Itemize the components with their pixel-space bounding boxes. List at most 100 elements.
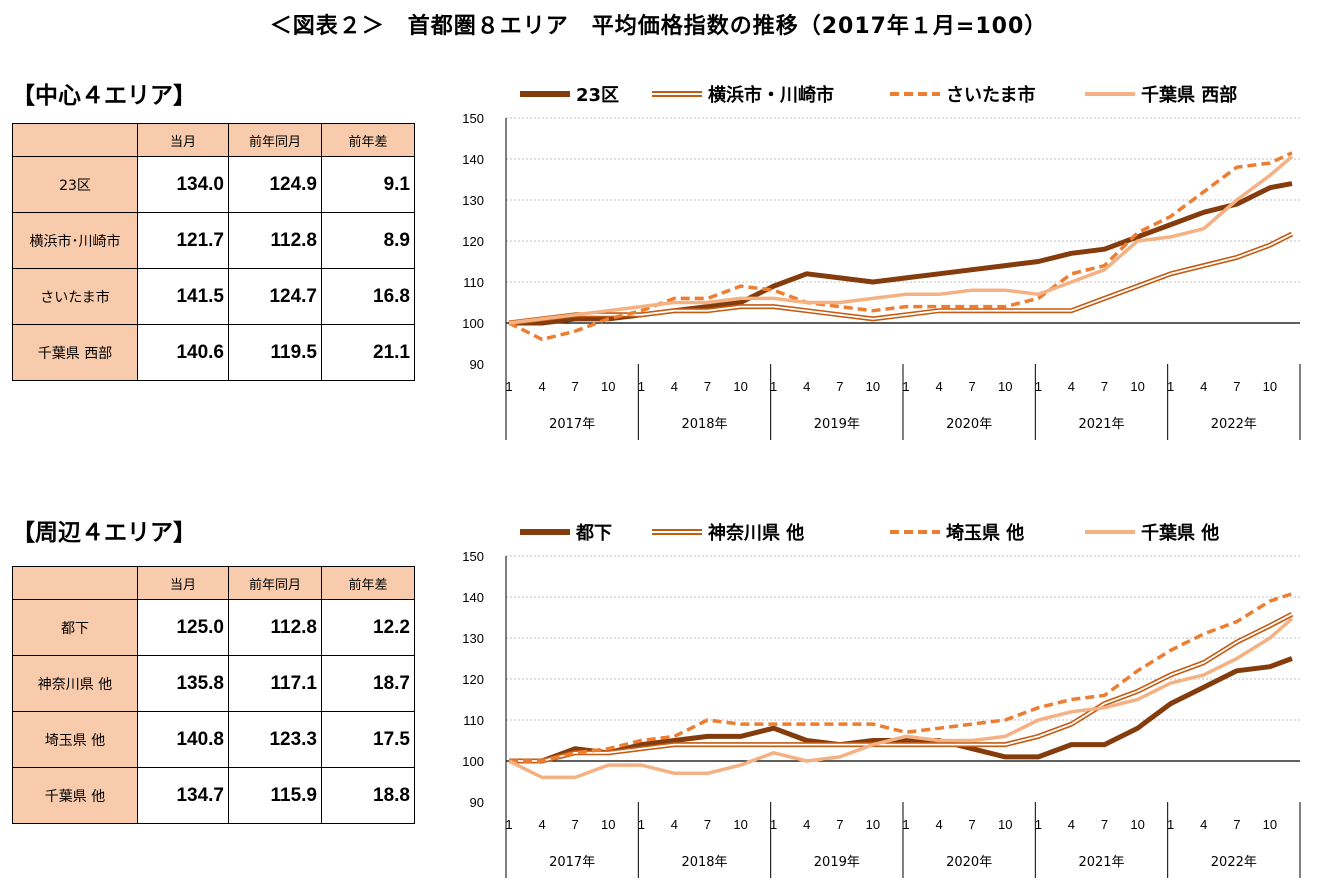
x-tick-label: 4 xyxy=(1068,379,1075,394)
cell-diff: 9.1 xyxy=(321,156,415,213)
y-tick-label: 130 xyxy=(462,631,484,646)
y-tick-label: 150 xyxy=(462,549,484,564)
table-row: 神奈川県 他 135.8 117.1 18.7 xyxy=(12,655,415,712)
table-row: 横浜市･川崎市 121.7 112.8 8.9 xyxy=(12,212,415,269)
table-header-prev-year: 前年同月 xyxy=(228,123,322,157)
chart-outer-areas: 90 100 110 120 130 140 150 1 4 7 10 2017年 1 4 7 10 2018年… xyxy=(440,512,1310,884)
legend-label: 千葉県 西部 xyxy=(1141,84,1237,106)
cell-current: 121.7 xyxy=(137,212,229,269)
cell-current: 134.7 xyxy=(137,767,229,824)
x-tick-label: 7 xyxy=(1233,817,1240,832)
stats-table-outer: 当月 前年同月 前年差 都下 125.0 112.8 12.2 神奈川県 他 1… xyxy=(12,566,415,824)
cell-current: 135.8 xyxy=(137,655,229,712)
x-tick-label: 10 xyxy=(733,379,747,394)
cell-current: 125.0 xyxy=(137,599,229,656)
x-tick-label: 7 xyxy=(1101,379,1108,394)
x-tick-label: 7 xyxy=(1233,379,1240,394)
x-tick-label: 7 xyxy=(704,379,711,394)
x-tick-label: 10 xyxy=(866,379,880,394)
y-tick-label: 90 xyxy=(470,357,484,372)
row-label: 神奈川県 他 xyxy=(12,655,138,712)
x-tick-label: 7 xyxy=(572,817,579,832)
row-label: 23区 xyxy=(12,156,138,213)
legend-label: さいたま市 xyxy=(946,84,1035,106)
y-tick-label: 140 xyxy=(462,590,484,605)
series-line-3 xyxy=(508,617,1294,780)
x-tick-label: 10 xyxy=(1130,379,1144,394)
row-label: さいたま市 xyxy=(12,268,138,325)
y-tick-label: 140 xyxy=(462,152,484,167)
legend-label: 神奈川県 他 xyxy=(708,522,804,544)
x-tick-label: 1 xyxy=(638,817,645,832)
cell-diff: 18.8 xyxy=(321,767,415,824)
x-tick-label: 7 xyxy=(836,817,843,832)
x-tick-label: 1 xyxy=(902,817,909,832)
series-line-0 xyxy=(509,181,1293,326)
x-tick-label: 10 xyxy=(601,379,615,394)
cell-diff: 16.8 xyxy=(321,268,415,325)
table-header-blank xyxy=(12,566,138,600)
y-tick-label: 150 xyxy=(462,111,484,126)
cell-prev-year: 117.1 xyxy=(228,655,322,712)
table-header-current: 当月 xyxy=(137,123,229,157)
x-tick-label: 1 xyxy=(1167,817,1174,832)
cell-current: 140.8 xyxy=(137,711,229,768)
cell-diff: 12.2 xyxy=(321,599,415,656)
x-tick-label: 1 xyxy=(1035,817,1042,832)
x-tick-label: 1 xyxy=(770,817,777,832)
y-tick-label: 120 xyxy=(462,234,484,249)
x-tick-label: 1 xyxy=(1167,379,1174,394)
y-tick-label: 90 xyxy=(470,795,484,810)
cell-current: 134.0 xyxy=(137,156,229,213)
table-header-diff: 前年差 xyxy=(321,123,415,157)
row-label: 千葉県 他 xyxy=(12,767,138,824)
x-tick-label: 10 xyxy=(1263,379,1277,394)
table-row: 埼玉県 他 140.8 123.3 17.5 xyxy=(12,711,415,768)
table-row: 千葉県 他 134.7 115.9 18.8 xyxy=(12,767,415,824)
x-tick-label: 10 xyxy=(733,817,747,832)
cell-prev-year: 124.7 xyxy=(228,268,322,325)
year-label: 2022年 xyxy=(1211,855,1257,870)
x-tick-label: 1 xyxy=(505,379,512,394)
cell-prev-year: 112.8 xyxy=(228,599,322,656)
cell-diff: 8.9 xyxy=(321,212,415,269)
cell-prev-year: 112.8 xyxy=(228,212,322,269)
x-tick-label: 7 xyxy=(969,817,976,832)
row-label: 横浜市･川崎市 xyxy=(12,212,138,269)
x-tick-label: 4 xyxy=(538,817,545,832)
table-row: 千葉県 西部 140.6 119.5 21.1 xyxy=(12,324,415,381)
stats-table-central: 当月 前年同月 前年差 23区 134.0 124.9 9.1 横浜市･川崎市 … xyxy=(12,123,415,381)
year-label: 2018年 xyxy=(681,417,727,432)
x-tick-label: 4 xyxy=(803,379,810,394)
x-tick-label: 4 xyxy=(1200,817,1207,832)
table-header-row: 当月 前年同月 前年差 xyxy=(12,123,415,157)
table-header-diff: 前年差 xyxy=(321,566,415,600)
series-line-2 xyxy=(508,151,1293,342)
x-tick-label: 1 xyxy=(1035,379,1042,394)
x-tick-label: 7 xyxy=(704,817,711,832)
year-label: 2019年 xyxy=(814,855,860,870)
legend-label: 埼玉県 他 xyxy=(946,522,1024,544)
year-label: 2019年 xyxy=(814,417,860,432)
series-line-2 xyxy=(509,592,1293,763)
x-tick-label: 10 xyxy=(601,817,615,832)
section-heading-central: 【中心４エリア】 xyxy=(12,83,196,109)
x-tick-label: 10 xyxy=(1130,817,1144,832)
x-tick-label: 10 xyxy=(998,379,1012,394)
x-tick-label: 1 xyxy=(902,379,909,394)
y-tick-label: 120 xyxy=(462,672,484,687)
year-label: 2020年 xyxy=(946,417,992,432)
x-tick-label: 4 xyxy=(935,379,942,394)
table-row: 都下 125.0 112.8 12.2 xyxy=(12,599,415,656)
year-label: 2020年 xyxy=(946,855,992,870)
cell-diff: 18.7 xyxy=(321,655,415,712)
y-tick-label: 100 xyxy=(462,754,484,769)
legend-label: 23区 xyxy=(576,85,619,106)
cell-diff: 17.5 xyxy=(321,711,415,768)
table-header-blank xyxy=(12,123,138,157)
row-label: 都下 xyxy=(12,599,138,656)
table-header-current: 当月 xyxy=(137,566,229,600)
cell-current: 140.6 xyxy=(137,324,229,381)
